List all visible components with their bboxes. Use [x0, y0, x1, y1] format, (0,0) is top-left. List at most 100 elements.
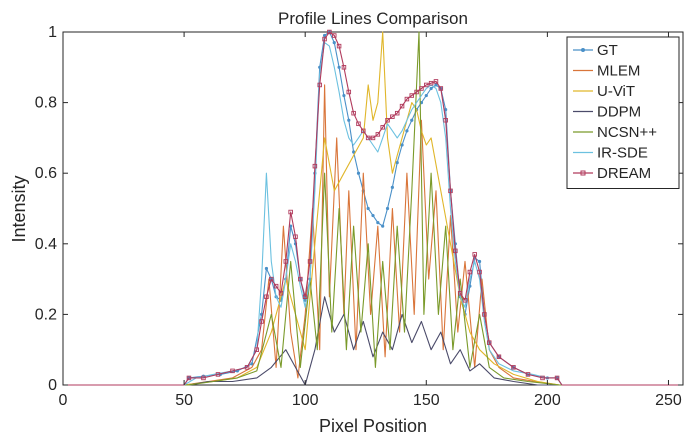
- data-point: [322, 33, 327, 38]
- data-point: [540, 375, 545, 381]
- data-point: [356, 121, 361, 127]
- data-point: [385, 206, 390, 211]
- data-point: [264, 294, 269, 300]
- data-point: [293, 234, 298, 239]
- series-dream: [63, 29, 683, 386]
- data-point: [400, 143, 404, 147]
- y-tick-label: 0.4: [35, 236, 57, 253]
- series-line: [63, 31, 683, 386]
- legend-item: MLEM: [573, 63, 640, 80]
- data-point: [336, 43, 342, 49]
- data-point: [317, 82, 322, 88]
- data-point: [525, 372, 531, 377]
- data-point: [467, 269, 473, 275]
- data-point: [444, 108, 448, 112]
- x-tick-label: 0: [59, 392, 68, 409]
- legend-label: NCSN++: [597, 124, 657, 141]
- data-point: [230, 368, 235, 374]
- data-point: [448, 188, 453, 194]
- y-tick-label: 0.8: [35, 95, 57, 112]
- data-point: [395, 161, 399, 165]
- y-tick-label: 0.2: [35, 306, 57, 323]
- data-point: [352, 150, 356, 154]
- data-point: [332, 40, 336, 45]
- x-tick-label: 250: [655, 392, 682, 409]
- data-point: [342, 93, 346, 98]
- data-point: [394, 110, 400, 116]
- data-point: [186, 375, 192, 381]
- legend-item: U-ViT: [573, 83, 635, 100]
- legend-label: U-ViT: [597, 83, 635, 100]
- y-axis-ticks: 0 0.2 0.4 0.6 0.8 1: [35, 24, 683, 394]
- legend-label: DDPM: [597, 104, 641, 121]
- data-point: [511, 365, 516, 370]
- data-point: [365, 135, 371, 141]
- data-point: [419, 86, 424, 91]
- series-ddpm: [63, 296, 683, 386]
- series-line: [63, 31, 683, 386]
- data-point: [404, 96, 410, 102]
- data-point: [496, 354, 502, 360]
- data-point: [347, 118, 351, 122]
- data-point: [399, 103, 405, 109]
- data-point: [477, 269, 482, 275]
- data-point: [472, 252, 477, 257]
- data-point: [453, 248, 458, 254]
- legend-item: NCSN++: [573, 124, 657, 141]
- data-point: [376, 221, 380, 225]
- axes-box: [62, 31, 684, 386]
- x-axis-ticks: 0 50 100 150 200 250: [59, 32, 682, 409]
- x-axis-label: Pixel Position: [319, 416, 427, 436]
- data-point: [433, 79, 439, 84]
- data-point: [375, 132, 381, 137]
- legend-marker: [581, 48, 585, 52]
- legend-item: DREAM: [573, 165, 651, 182]
- data-point: [273, 283, 279, 289]
- data-point: [438, 86, 444, 91]
- data-point: [462, 298, 468, 303]
- series-line: [63, 296, 683, 386]
- data-point: [288, 209, 293, 215]
- data-point: [259, 319, 264, 324]
- data-point: [254, 347, 259, 352]
- data-point: [283, 259, 289, 264]
- data-point: [269, 276, 274, 282]
- data-point: [264, 266, 269, 271]
- x-tick-label: 50: [175, 392, 193, 409]
- data-point: [371, 213, 375, 218]
- data-point: [380, 125, 385, 130]
- data-point: [302, 294, 308, 300]
- x-tick-label: 150: [413, 392, 440, 409]
- data-point: [337, 65, 341, 69]
- data-point: [346, 89, 352, 95]
- data-point: [414, 89, 419, 95]
- data-point: [457, 290, 463, 296]
- data-point: [366, 206, 370, 211]
- data-point: [370, 135, 376, 141]
- data-point: [250, 362, 254, 366]
- legend: GT MLEM U-ViT DDPM NCSN++ IR-SDE DREAM: [566, 36, 680, 189]
- data-point: [201, 375, 206, 381]
- data-point: [312, 163, 318, 169]
- data-point: [215, 372, 221, 377]
- y-axis-label: Intensity: [9, 175, 29, 242]
- data-point: [428, 80, 434, 86]
- y-tick-label: 0.6: [35, 165, 57, 182]
- data-point: [381, 224, 385, 228]
- data-point: [307, 259, 313, 264]
- data-point: [487, 340, 492, 345]
- data-point: [405, 129, 409, 133]
- x-tick-label: 200: [534, 392, 561, 409]
- data-point: [351, 110, 356, 116]
- plot-area: [62, 29, 684, 386]
- data-point: [361, 128, 366, 134]
- data-point: [424, 82, 429, 88]
- series-ir-sde: [63, 42, 683, 386]
- chart-title: Profile Lines Comparison: [278, 9, 468, 28]
- legend-marker: [580, 170, 586, 176]
- legend-label: MLEM: [597, 63, 640, 80]
- series-line: [63, 42, 683, 386]
- data-point: [554, 375, 560, 381]
- series-ncsn-: [63, 31, 683, 386]
